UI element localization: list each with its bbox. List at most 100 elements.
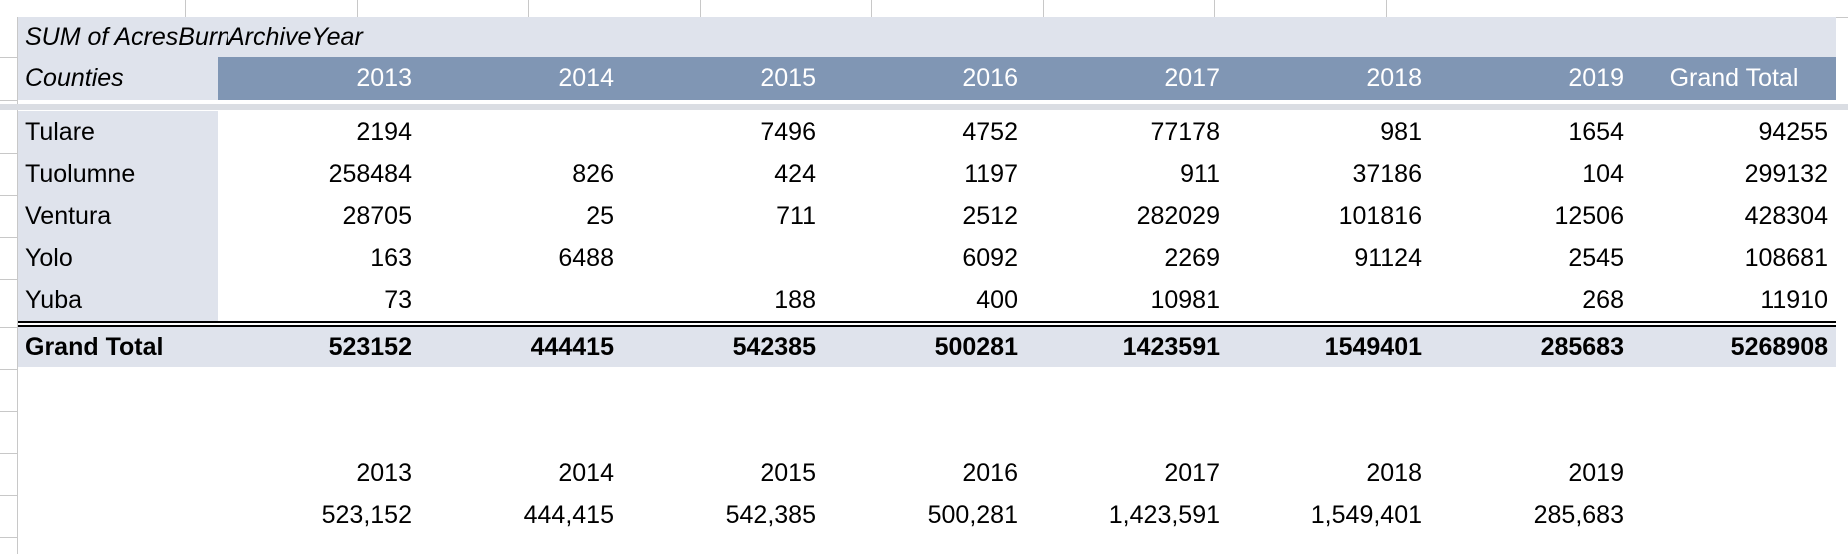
empty-cell[interactable] xyxy=(18,452,218,494)
value-cell[interactable]: 911 xyxy=(1180,159,1220,188)
empty-cell[interactable] xyxy=(18,494,218,536)
value-cell[interactable]: 1197 xyxy=(964,159,1018,188)
year-header-cell[interactable]: 2014 xyxy=(558,64,614,92)
value-cell[interactable]: 25 xyxy=(586,201,614,230)
pivot-column-field-label[interactable]: ArchiveYear xyxy=(228,22,363,51)
row-header-strip xyxy=(0,17,18,554)
value-cell[interactable]: 826 xyxy=(572,159,614,188)
grand-total-row: Grand Total 523152 444415 542385 500281 … xyxy=(18,327,1836,367)
value-cell[interactable]: 12506 xyxy=(1554,201,1624,230)
summary-year-cell[interactable]: 2017 xyxy=(1164,458,1220,487)
row-divider xyxy=(0,369,17,370)
row-divider xyxy=(0,537,17,538)
year-header-cell[interactable]: 2018 xyxy=(1366,64,1422,92)
row-total-cell[interactable]: 108681 xyxy=(1744,243,1828,272)
year-header-cell[interactable]: 2016 xyxy=(962,64,1018,92)
row-divider xyxy=(0,237,17,238)
value-cell[interactable]: 6092 xyxy=(962,243,1018,272)
row-total-cell[interactable]: 94255 xyxy=(1758,117,1828,146)
year-header-cell[interactable]: 2013 xyxy=(356,64,412,92)
row-divider xyxy=(0,327,17,328)
value-cell[interactable]: 188 xyxy=(774,285,816,314)
value-cell[interactable]: 2194 xyxy=(356,117,412,146)
pivot-value-field-label[interactable]: SUM of AcresBurned xyxy=(25,22,228,51)
value-cell[interactable]: 77178 xyxy=(1150,117,1220,146)
value-cell[interactable]: 73 xyxy=(384,285,412,314)
grand-total-cell[interactable]: 523152 xyxy=(328,332,412,361)
value-cell[interactable]: 2512 xyxy=(962,201,1018,230)
row-total-cell[interactable]: 299132 xyxy=(1744,159,1828,188)
row-divider xyxy=(0,153,17,154)
pivot-row-field-label[interactable]: Counties xyxy=(25,64,124,92)
grand-total-divider xyxy=(18,321,1836,327)
row-divider xyxy=(0,279,17,280)
row-divider xyxy=(0,57,17,58)
value-cell[interactable]: 400 xyxy=(976,285,1018,314)
value-cell[interactable]: 258484 xyxy=(328,159,412,188)
column-divider xyxy=(1214,0,1215,17)
summary-value-cell[interactable]: 500,281 xyxy=(927,500,1018,529)
value-cell[interactable]: 1654 xyxy=(1568,117,1624,146)
county-cell[interactable]: Yolo xyxy=(18,237,218,279)
value-cell[interactable]: 981 xyxy=(1380,117,1422,146)
value-cell[interactable]: 101816 xyxy=(1338,201,1422,230)
column-divider xyxy=(1043,0,1044,17)
summary-value-cell[interactable]: 542,385 xyxy=(725,500,816,529)
value-cell[interactable]: 2545 xyxy=(1568,243,1624,272)
value-cell[interactable]: 163 xyxy=(370,243,412,272)
value-cell[interactable]: 2269 xyxy=(1164,243,1220,272)
county-cell[interactable]: Yuba xyxy=(18,279,218,321)
value-cell[interactable] xyxy=(622,237,824,279)
county-cell[interactable]: Ventura xyxy=(18,195,218,237)
value-cell[interactable] xyxy=(1228,279,1430,321)
value-cell[interactable]: 104 xyxy=(1582,159,1624,188)
frozen-rows-divider[interactable] xyxy=(0,104,1848,110)
summary-year-cell[interactable]: 2016 xyxy=(962,458,1018,487)
year-header-cell[interactable]: 2015 xyxy=(760,64,816,92)
grand-total-cell[interactable]: 1423591 xyxy=(1122,332,1220,361)
row-total-cell[interactable]: 11910 xyxy=(1760,285,1828,314)
value-cell[interactable] xyxy=(420,279,622,321)
grand-total-cell[interactable]: 500281 xyxy=(934,332,1018,361)
summary-year-cell[interactable]: 2014 xyxy=(558,458,614,487)
grand-total-cell[interactable]: 444415 xyxy=(530,332,614,361)
grand-total-cell[interactable]: 285683 xyxy=(1540,332,1624,361)
grand-total-header-cell[interactable]: Grand Total xyxy=(1669,64,1799,92)
row-total-cell[interactable]: 428304 xyxy=(1744,201,1828,230)
column-divider xyxy=(357,0,358,17)
value-cell[interactable]: 7496 xyxy=(760,117,816,146)
county-cell[interactable]: Tuolumne xyxy=(18,153,218,195)
column-divider xyxy=(871,0,872,17)
value-cell[interactable]: 711 xyxy=(776,201,816,230)
overall-total-cell[interactable]: 5268908 xyxy=(1730,332,1828,361)
grand-total-cell[interactable]: 542385 xyxy=(732,332,816,361)
table-row: Yuba 73 188 400 10981 268 11910 xyxy=(18,279,1836,321)
grand-total-cell[interactable]: 1549401 xyxy=(1324,332,1422,361)
value-cell[interactable]: 10981 xyxy=(1150,285,1220,314)
value-cell[interactable]: 6488 xyxy=(558,243,614,272)
summary-year-cell[interactable]: 2015 xyxy=(760,458,816,487)
value-cell[interactable]: 28705 xyxy=(342,201,412,230)
value-cell[interactable]: 37186 xyxy=(1352,159,1422,188)
summary-year-cell[interactable]: 2019 xyxy=(1568,458,1624,487)
county-cell[interactable]: Tulare xyxy=(18,111,218,153)
table-row: Yolo 163 6488 6092 2269 91124 2545 10868… xyxy=(18,237,1836,279)
year-header-cell[interactable]: 2019 xyxy=(1568,64,1624,92)
summary-value-cell[interactable]: 1,549,401 xyxy=(1310,500,1422,529)
summary-value-cell[interactable]: 523,152 xyxy=(321,500,412,529)
value-cell[interactable]: 4752 xyxy=(962,117,1018,146)
grand-total-label[interactable]: Grand Total xyxy=(25,332,164,361)
year-header-cell[interactable]: 2017 xyxy=(1164,64,1220,92)
value-cell[interactable]: 268 xyxy=(1582,285,1624,314)
row-divider xyxy=(0,195,17,196)
summary-value-cell[interactable]: 1,423,591 xyxy=(1108,500,1220,529)
summary-value-cell[interactable]: 285,683 xyxy=(1533,500,1624,529)
summary-value-cell[interactable]: 444,415 xyxy=(523,500,614,529)
value-cell[interactable]: 424 xyxy=(774,159,816,188)
summary-year-cell[interactable]: 2018 xyxy=(1366,458,1422,487)
summary-year-cell[interactable]: 2013 xyxy=(356,458,412,487)
value-cell[interactable]: 282029 xyxy=(1136,201,1220,230)
value-cell[interactable] xyxy=(420,111,622,153)
value-cell[interactable]: 91124 xyxy=(1354,243,1422,272)
